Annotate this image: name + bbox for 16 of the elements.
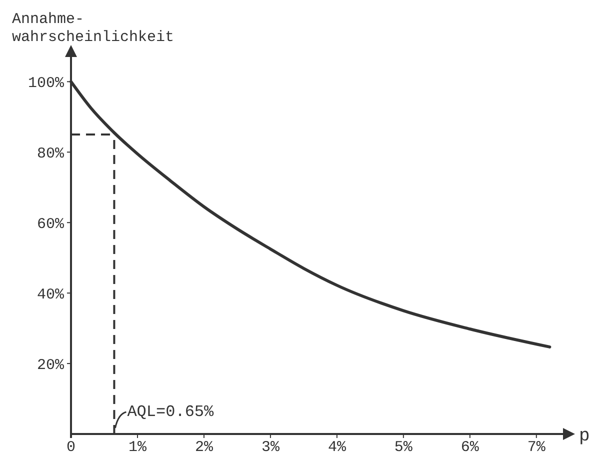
x-axis-title: p (579, 426, 590, 446)
y-axis-title: Annahme- wahrscheinlichkeit (12, 11, 174, 46)
y-tick-label: 100% (28, 74, 65, 92)
x-tick-label: 7% (527, 439, 546, 456)
x-tick-label: 5% (394, 439, 414, 456)
x-tick-label: 6% (460, 439, 480, 456)
y-tick-label: 40% (36, 286, 65, 304)
y-tick-label: 60% (36, 216, 65, 233)
y-tick-label: 20% (36, 356, 65, 374)
ref-line-label: AQL=0.65% (127, 403, 214, 421)
x-tick-label: 2% (194, 439, 214, 456)
x-tick-label: 1% (128, 439, 148, 456)
x-tick-label: 0 (66, 439, 76, 456)
y-tick-label: 80% (36, 145, 65, 162)
x-tick-label: 3% (261, 439, 280, 456)
x-tick-label: 4% (328, 439, 347, 456)
